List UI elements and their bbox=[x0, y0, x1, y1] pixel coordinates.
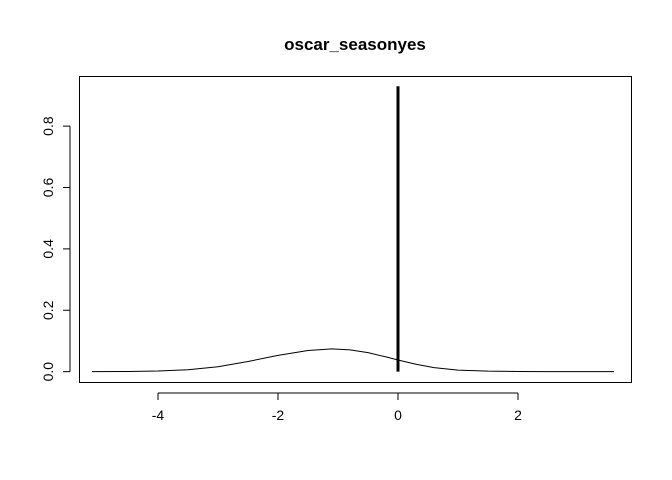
x-axis: -4 -2 0 2 bbox=[152, 392, 522, 423]
y-tick-label: 0.2 bbox=[40, 300, 56, 320]
series-layer bbox=[91, 86, 614, 373]
y-tick-label: 0.4 bbox=[40, 239, 56, 259]
y-tick-label: 0.6 bbox=[40, 178, 56, 198]
x-tick-label: -2 bbox=[272, 407, 285, 423]
x-tick-label: -4 bbox=[152, 407, 165, 423]
x-tick-label: 0 bbox=[394, 407, 402, 423]
plot-area-frame bbox=[79, 76, 632, 383]
y-axis: 0.0 0.2 0.4 0.6 0.8 bbox=[40, 116, 71, 382]
x-tick-label: 2 bbox=[514, 407, 522, 423]
chart-title: oscar_seasonyes bbox=[284, 35, 426, 54]
series-density-curve bbox=[91, 348, 614, 373]
y-tick-label: 0.0 bbox=[40, 362, 56, 382]
y-tick-label: 0.8 bbox=[40, 116, 56, 136]
